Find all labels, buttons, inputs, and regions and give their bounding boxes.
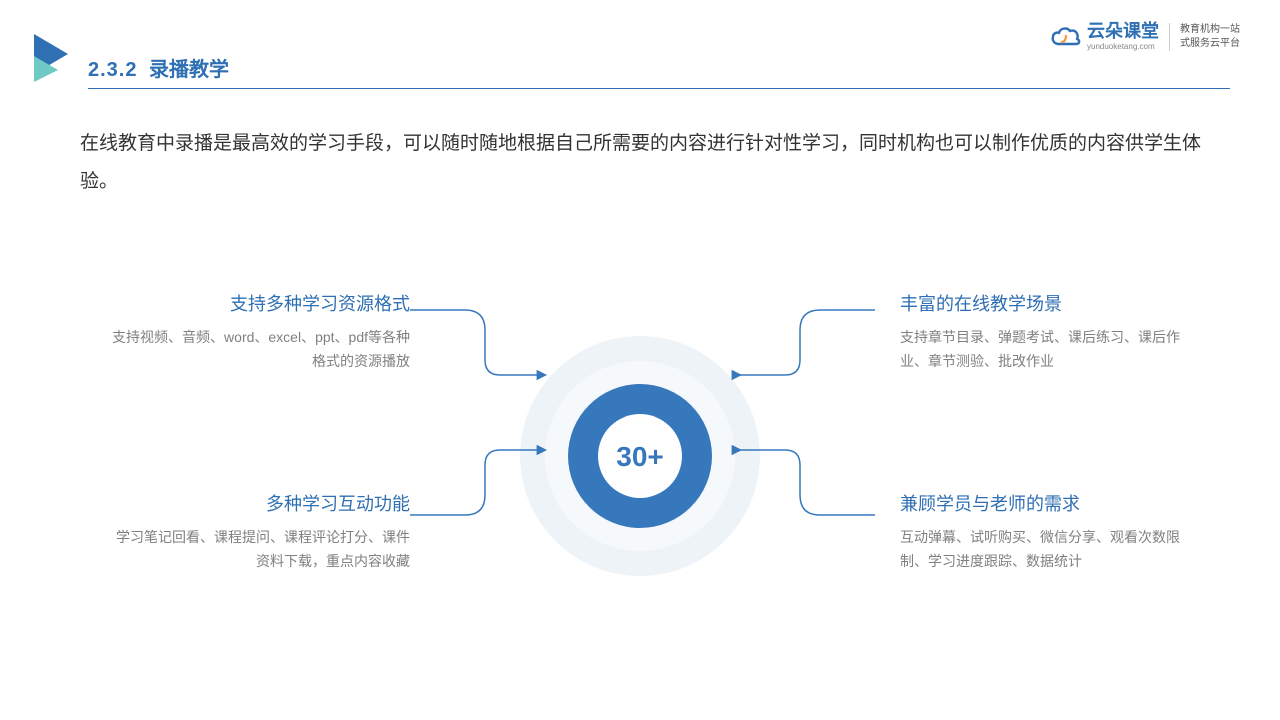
feature-desc: 支持章节目录、弹题考试、课后练习、课后作业、章节测验、批改作业 — [900, 326, 1200, 374]
logo-tagline: 教育机构一站 式服务云平台 — [1180, 23, 1240, 51]
logo-divider — [1169, 23, 1170, 51]
feature-bottom-right: 兼顾学员与老师的需求 互动弹幕、试听购买、微信分享、观看次数限制、学习进度跟踪、… — [900, 490, 1200, 574]
center-label: 30+ — [616, 441, 664, 472]
logo-name: 云朵课堂 — [1087, 22, 1159, 40]
feature-top-left: 支持多种学习资源格式 支持视频、音频、word、excel、ppt、pdf等各种… — [110, 290, 410, 374]
intro-paragraph: 在线教育中录播是最高效的学习手段，可以随时随地根据自己所需要的内容进行针对性学习… — [80, 125, 1220, 201]
feature-title: 丰富的在线教学场景 — [900, 290, 1200, 316]
feature-title: 兼顾学员与老师的需求 — [900, 490, 1200, 516]
slide-header: 2.3.2 录播教学 云朵课堂 yunduoketang.com 教育机构一站 … — [0, 0, 1280, 95]
cloud-icon — [1051, 26, 1081, 48]
feature-bottom-left: 多种学习互动功能 学习笔记回看、课程提问、课程评论打分、课件资料下载，重点内容收… — [110, 490, 410, 574]
feature-desc: 学习笔记回看、课程提问、课程评论打分、课件资料下载，重点内容收藏 — [110, 526, 410, 574]
center-badge: 30+ — [510, 326, 770, 591]
brand-logo: 云朵课堂 yunduoketang.com 教育机构一站 式服务云平台 — [1051, 22, 1240, 51]
logo-domain: yunduoketang.com — [1087, 42, 1159, 51]
play-icon — [34, 34, 74, 87]
section-title: 录播教学 — [149, 59, 229, 81]
feature-desc: 互动弹幕、试听购买、微信分享、观看次数限制、学习进度跟踪、数据统计 — [900, 526, 1200, 574]
feature-title: 多种学习互动功能 — [110, 490, 410, 516]
section-number: 2.3.2 — [88, 59, 137, 81]
feature-title: 支持多种学习资源格式 — [110, 290, 410, 316]
header-underline — [88, 88, 1230, 89]
feature-desc: 支持视频、音频、word、excel、ppt、pdf等各种格式的资源播放 — [110, 326, 410, 374]
section-heading: 2.3.2 录播教学 — [88, 53, 229, 82]
feature-top-right: 丰富的在线教学场景 支持章节目录、弹题考试、课后练习、课后作业、章节测验、批改作… — [900, 290, 1200, 374]
feature-diagram: 30+ — [0, 250, 1280, 720]
